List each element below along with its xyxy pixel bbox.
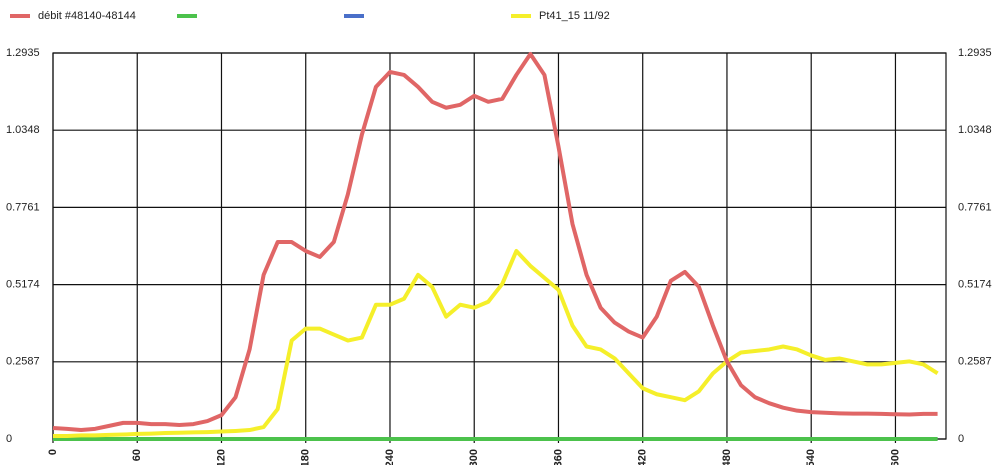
x-tick-label: 480	[721, 449, 733, 465]
y-tick-label: 0.7761	[6, 201, 40, 213]
y-tick-label: 1.2935	[6, 47, 40, 59]
y2-tick-label: 0	[958, 433, 964, 445]
x-tick-label: 420	[637, 449, 649, 465]
x-tick-label: 0	[47, 449, 59, 455]
y-tick-label: 1.0348	[6, 124, 40, 136]
y2-tick-label: 0.7761	[958, 201, 992, 213]
x-tick-label: 600	[889, 449, 901, 465]
data-line	[53, 248, 939, 439]
data-line	[52, 52, 938, 433]
y2-tick-label: 1.0348	[958, 124, 992, 136]
x-tick-label: 120	[215, 449, 227, 465]
x-tick-label: 540	[805, 449, 817, 465]
x-tick-label: 180	[300, 449, 312, 465]
y-tick-label: 0.2587	[6, 356, 40, 368]
y-tick-label: 0	[6, 433, 12, 445]
legend-label: débit #48140-48144	[38, 10, 136, 22]
x-tick-label: 240	[384, 449, 396, 465]
y2-tick-label: 0.5174	[958, 279, 992, 291]
x-tick-label: 300	[468, 449, 480, 465]
y2-tick-label: 1.2935	[958, 47, 992, 59]
x-tick-label: 360	[552, 449, 564, 465]
y-tick-label: 0.5174	[6, 279, 40, 291]
x-tick-label: 60	[131, 449, 143, 461]
legend-label: Pt41_15 11/92	[539, 10, 610, 22]
y2-tick-label: 0.2587	[958, 356, 992, 368]
plot-frame	[52, 52, 947, 440]
